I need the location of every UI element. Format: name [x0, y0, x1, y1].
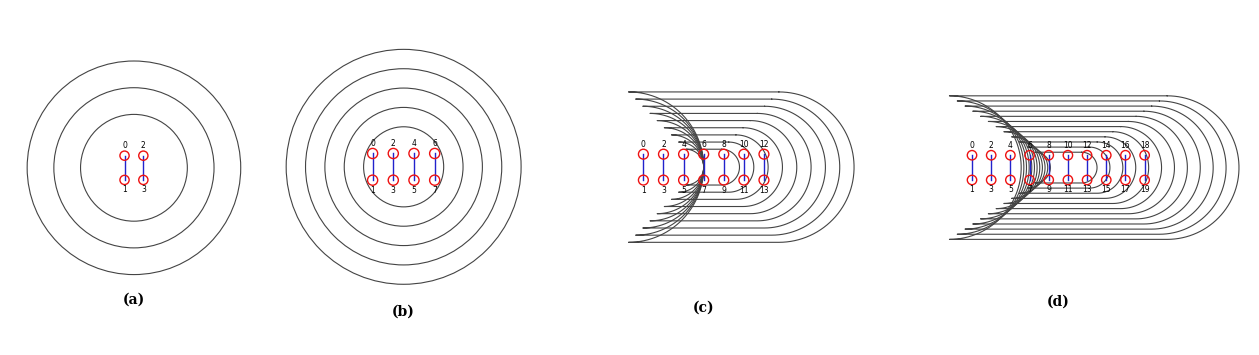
- Text: 10: 10: [1063, 141, 1073, 150]
- Text: 2: 2: [988, 141, 993, 150]
- Text: 1: 1: [969, 185, 974, 194]
- Text: 0: 0: [370, 139, 375, 148]
- Text: 13: 13: [759, 186, 769, 195]
- Text: 8: 8: [1046, 141, 1051, 150]
- Text: 0: 0: [969, 141, 974, 150]
- Text: 7: 7: [1027, 185, 1032, 194]
- Text: 6: 6: [701, 140, 706, 149]
- Text: 15: 15: [1102, 185, 1112, 194]
- Text: 4: 4: [412, 139, 417, 148]
- Text: 0: 0: [122, 141, 127, 151]
- Text: 2: 2: [661, 140, 666, 149]
- Text: 16: 16: [1121, 141, 1131, 150]
- Text: 3: 3: [988, 185, 993, 194]
- Text: 18: 18: [1139, 141, 1149, 150]
- Text: 8: 8: [721, 140, 726, 149]
- Text: 4: 4: [1008, 141, 1012, 150]
- Text: 9: 9: [1046, 185, 1051, 194]
- Text: 3: 3: [661, 186, 666, 195]
- Text: 17: 17: [1121, 185, 1131, 194]
- Text: 11: 11: [1063, 185, 1073, 194]
- Text: (d): (d): [1047, 295, 1070, 309]
- Text: 12: 12: [759, 140, 769, 149]
- Text: 11: 11: [739, 186, 749, 195]
- Text: 14: 14: [1102, 141, 1112, 150]
- Text: 13: 13: [1083, 185, 1092, 194]
- Text: (b): (b): [393, 304, 415, 318]
- Text: 12: 12: [1083, 141, 1092, 150]
- Text: 3: 3: [141, 185, 146, 194]
- Text: 9: 9: [721, 186, 726, 195]
- Text: 4: 4: [681, 140, 686, 149]
- Text: 2: 2: [141, 141, 146, 151]
- Text: 7: 7: [701, 186, 706, 195]
- Text: 5: 5: [1008, 185, 1012, 194]
- Text: 19: 19: [1139, 185, 1149, 194]
- Text: (a): (a): [123, 293, 145, 307]
- Text: 1: 1: [641, 186, 646, 195]
- Text: 5: 5: [412, 186, 417, 195]
- Text: 2: 2: [390, 139, 395, 148]
- Text: 6: 6: [432, 139, 437, 148]
- Text: 1: 1: [370, 186, 375, 195]
- Text: 7: 7: [432, 186, 437, 195]
- Text: 3: 3: [390, 186, 395, 195]
- Text: 0: 0: [641, 140, 646, 149]
- Text: 1: 1: [122, 185, 127, 194]
- Text: 6: 6: [1027, 141, 1032, 150]
- Text: 5: 5: [681, 186, 686, 195]
- Text: 10: 10: [739, 140, 749, 149]
- Text: (c): (c): [692, 301, 715, 315]
